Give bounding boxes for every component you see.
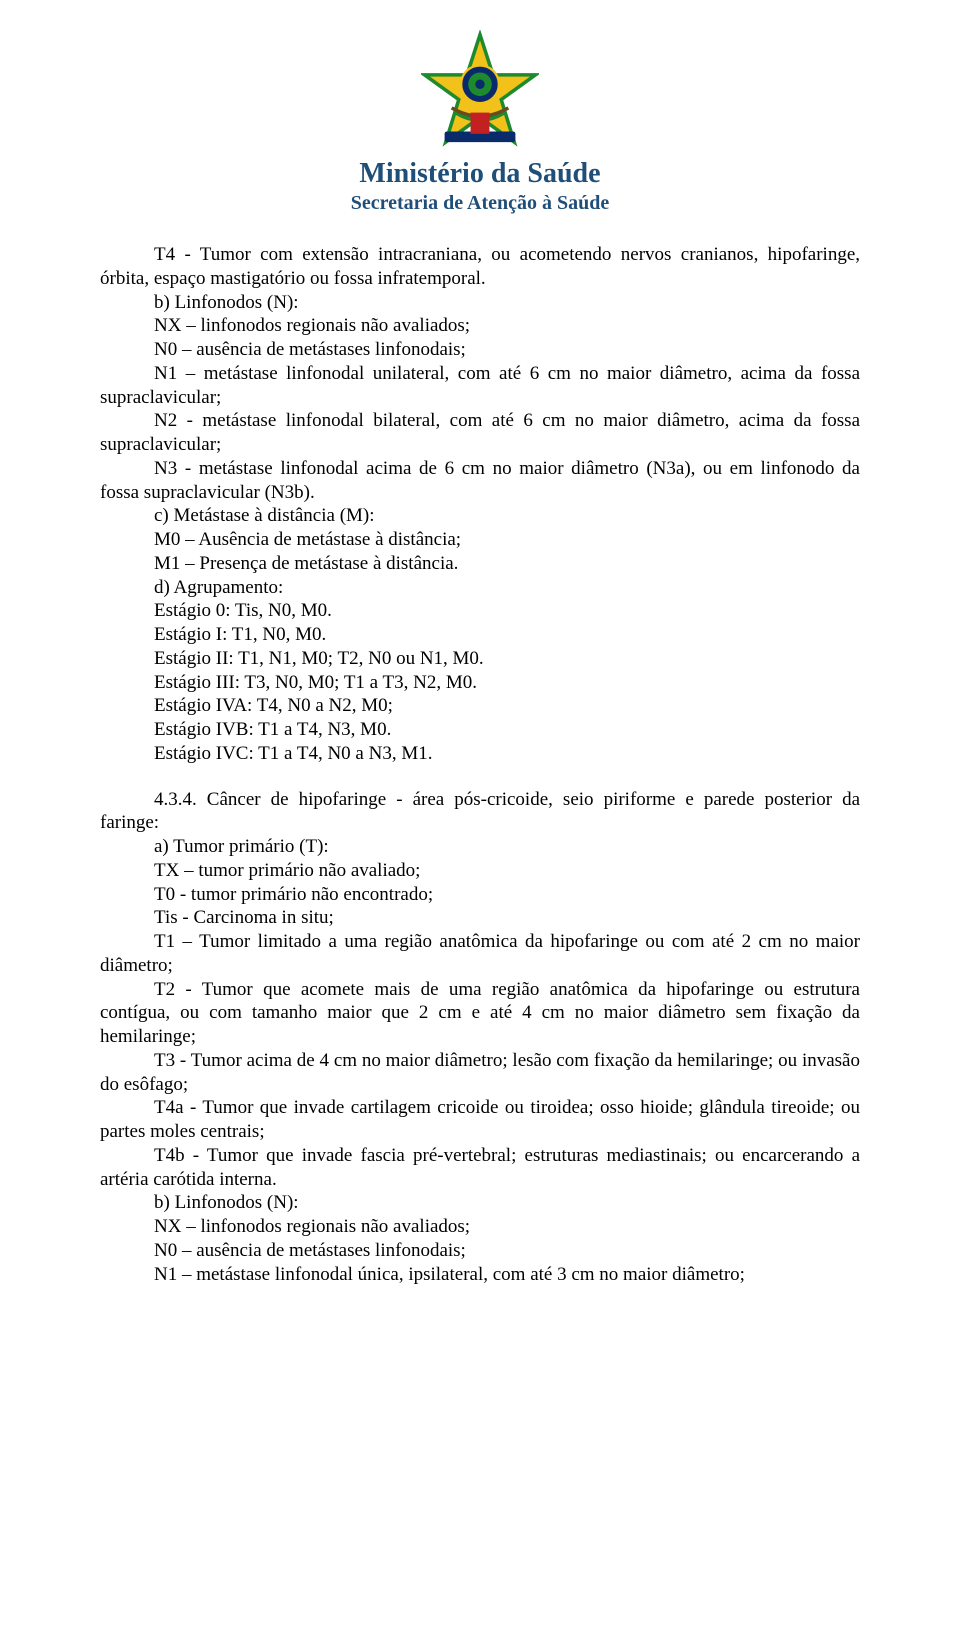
body-line: N0 – ausência de metástases linfonodais; bbox=[100, 1239, 860, 1263]
body-line: Estágio I: T1, N0, M0. bbox=[100, 623, 860, 647]
body-line: T1 – Tumor limitado a uma região anatômi… bbox=[100, 930, 860, 978]
body-line: TX – tumor primário não avaliado; bbox=[100, 859, 860, 883]
header-title: Ministério da Saúde bbox=[100, 158, 860, 190]
body-line: Estágio 0: Tis, N0, M0. bbox=[100, 599, 860, 623]
body-line: T4 - Tumor com extensão intracraniana, o… bbox=[100, 243, 860, 291]
body-line: N3 - metástase linfonodal acima de 6 cm … bbox=[100, 457, 860, 505]
body-line: T2 - Tumor que acomete mais de uma regiã… bbox=[100, 978, 860, 1049]
body-line: T3 - Tumor acima de 4 cm no maior diâmet… bbox=[100, 1049, 860, 1097]
body-line: b) Linfonodos (N): bbox=[100, 1191, 860, 1215]
body-line: NX – linfonodos regionais não avaliados; bbox=[100, 314, 860, 338]
body-line: M1 – Presença de metástase à distância. bbox=[100, 552, 860, 576]
body-line: Estágio II: T1, N1, M0; T2, N0 ou N1, M0… bbox=[100, 647, 860, 671]
body-line: Estágio III: T3, N0, M0; T1 a T3, N2, M0… bbox=[100, 671, 860, 695]
body-line: c) Metástase à distância (M): bbox=[100, 504, 860, 528]
brazil-coat-of-arms-icon bbox=[421, 30, 539, 148]
body-line: d) Agrupamento: bbox=[100, 576, 860, 600]
body-line: T4a - Tumor que invade cartilagem cricoi… bbox=[100, 1096, 860, 1144]
body-line: T0 - tumor primário não encontrado; bbox=[100, 883, 860, 907]
body-line: Estágio IVB: T1 a T4, N3, M0. bbox=[100, 718, 860, 742]
header-subtitle: Secretaria de Atenção à Saúde bbox=[100, 192, 860, 215]
body-line: N1 – metástase linfonodal unilateral, co… bbox=[100, 362, 860, 410]
document-body: T4 - Tumor com extensão intracraniana, o… bbox=[100, 243, 860, 1286]
body-line: 4.3.4. Câncer de hipofaringe - área pós-… bbox=[100, 788, 860, 836]
body-line: b) Linfonodos (N): bbox=[100, 291, 860, 315]
body-line: M0 – Ausência de metástase à distância; bbox=[100, 528, 860, 552]
body-line: N0 – ausência de metástases linfonodais; bbox=[100, 338, 860, 362]
body-line: N1 – metástase linfonodal única, ipsilat… bbox=[100, 1263, 860, 1287]
body-line: N2 - metástase linfonodal bilateral, com… bbox=[100, 409, 860, 457]
body-line: a) Tumor primário (T): bbox=[100, 835, 860, 859]
body-line: T4b - Tumor que invade fascia pré-verteb… bbox=[100, 1144, 860, 1192]
body-line: NX – linfonodos regionais não avaliados; bbox=[100, 1215, 860, 1239]
document-header: Ministério da Saúde Secretaria de Atençã… bbox=[100, 30, 860, 215]
section-block-2: 4.3.4. Câncer de hipofaringe - área pós-… bbox=[100, 788, 860, 1287]
body-line: Estágio IVA: T4, N0 a N2, M0; bbox=[100, 694, 860, 718]
body-line: Tis - Carcinoma in situ; bbox=[100, 906, 860, 930]
body-line: Estágio IVC: T1 a T4, N0 a N3, M1. bbox=[100, 742, 860, 766]
section-block-1: T4 - Tumor com extensão intracraniana, o… bbox=[100, 243, 860, 766]
